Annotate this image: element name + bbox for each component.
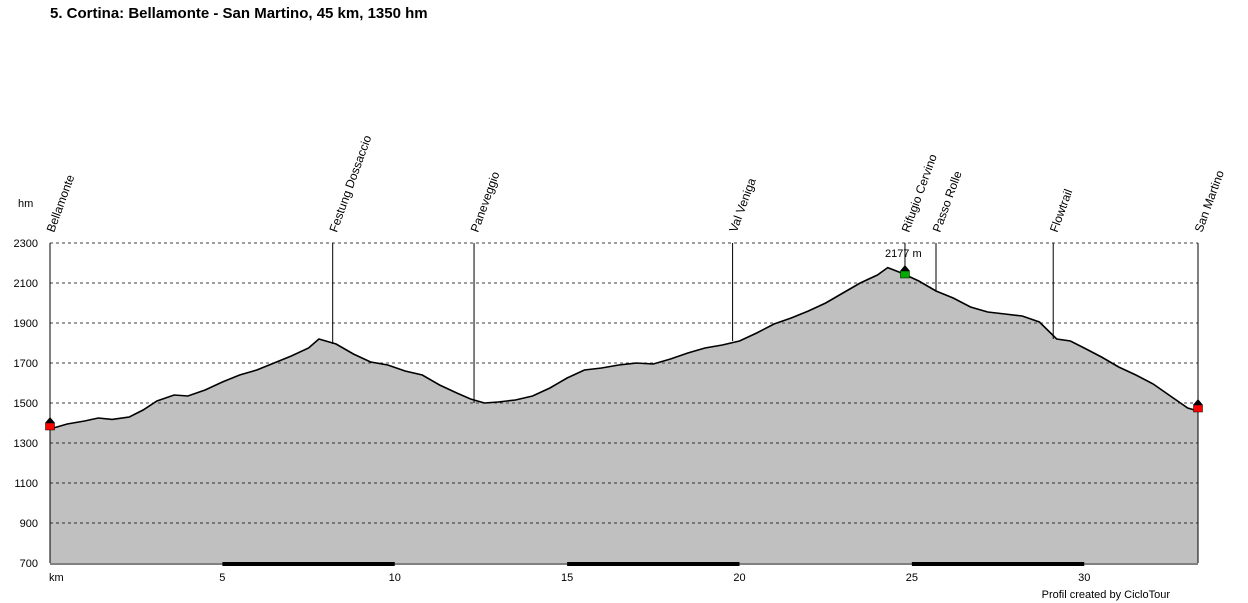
y-tick-label: 1700	[14, 358, 38, 370]
start-marker	[45, 422, 55, 431]
y-axis-label: hm	[18, 198, 33, 210]
chart-title: 5. Cortina: Bellamonte - San Martino, 45…	[50, 5, 428, 22]
y-tick-label: 1100	[14, 478, 38, 490]
waypoint-label: Val Veniga	[726, 176, 759, 234]
y-tick-label: 900	[20, 518, 38, 530]
start-marker-roof	[45, 417, 55, 423]
grid-lines	[50, 242, 1198, 524]
peak-elevation-label: 2177 m	[885, 248, 922, 260]
credit-text: Profil created by CicloTour	[1041, 589, 1170, 601]
waypoint-label: Festung Dossaccio	[326, 133, 374, 234]
profile-fill	[50, 267, 1198, 563]
x-tick-label: 30	[1078, 572, 1090, 584]
waypoint-label: Bellamonte	[44, 173, 78, 235]
x-axis-ticks: 5 10 15 20 25 30	[219, 572, 1090, 584]
waypoint-label: Flowtrail	[1047, 187, 1075, 234]
waypoint-label: Passo Rolle	[930, 169, 965, 234]
profile-area	[49, 266, 1199, 563]
y-tick-label: 700	[20, 558, 38, 570]
x-tick-label: 15	[561, 572, 573, 584]
end-marker-roof	[1193, 399, 1203, 405]
y-tick-label: 2300	[14, 238, 38, 250]
x-tick-label: 5	[219, 572, 225, 584]
km-scale-bar	[567, 562, 740, 566]
y-tick-label: 1900	[14, 318, 38, 330]
summit-marker	[900, 270, 910, 279]
km-scale-bar	[222, 562, 395, 566]
y-tick-label: 1500	[14, 398, 38, 410]
x-axis-label: km	[49, 572, 64, 584]
waypoint-label: Paneveggio	[468, 169, 503, 234]
markers	[45, 265, 1203, 431]
x-tick-label: 10	[389, 572, 401, 584]
y-tick-label: 1300	[14, 438, 38, 450]
km-scale-bar	[911, 562, 1085, 566]
profile-line	[49, 266, 1199, 430]
x-tick-label: 25	[906, 572, 918, 584]
end-marker	[1193, 404, 1203, 413]
y-axis-ticks: 700 900 1100 1300 1500 1700 1900 2100 2300	[14, 238, 38, 570]
summit-marker-roof	[899, 265, 910, 271]
waypoint-label: San Martino	[1192, 168, 1227, 234]
y-tick-label: 2100	[14, 278, 38, 290]
x-tick-label: 20	[733, 572, 745, 584]
